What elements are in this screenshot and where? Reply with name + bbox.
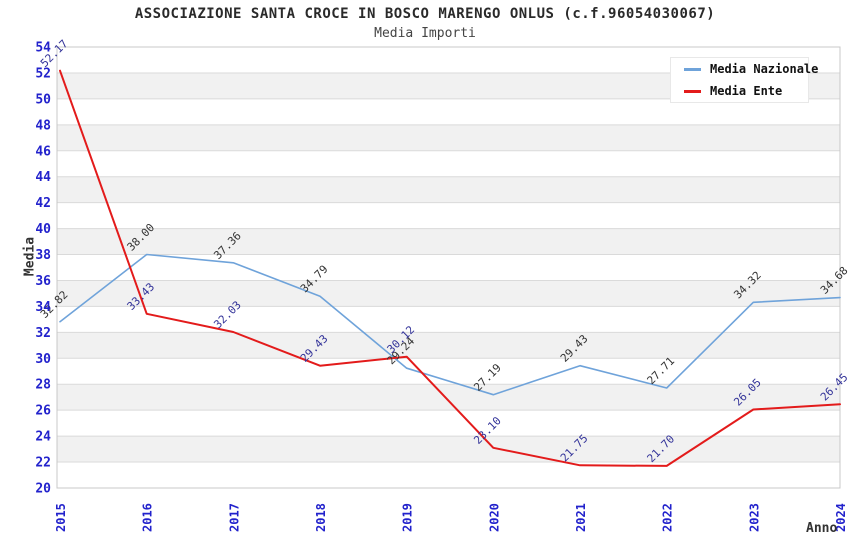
series-line-media-nazionale — [59, 253, 841, 396]
x-tick-label: 2015 — [54, 503, 68, 532]
series-line-media-ente — [59, 69, 841, 467]
y-axis-title: Media — [22, 236, 38, 277]
y-tick-label: 52 — [35, 66, 51, 81]
x-tick-label: 2024 — [834, 503, 848, 532]
y-tick-label: 48 — [35, 118, 51, 133]
x-tick-label: 2016 — [141, 503, 155, 532]
x-tick-label: 2020 — [487, 503, 501, 532]
legend-label-media-ente: Media Ente — [710, 84, 783, 98]
y-tick-label: 34 — [35, 300, 51, 315]
plot-frame — [56, 46, 841, 489]
y-tick-label: 26 — [35, 404, 51, 419]
y-tick-label: 36 — [35, 274, 51, 289]
grid-band — [57, 124, 840, 151]
x-axis-title: Anno — [806, 521, 838, 536]
y-tick-label: 24 — [35, 430, 51, 445]
y-tick-label: 42 — [35, 196, 51, 211]
y-tick-label: 46 — [35, 144, 51, 159]
grid-band — [57, 384, 840, 411]
legend-label-media-nazionale: Media Nazionale — [710, 62, 819, 76]
legend-swatch-media-ente-icon — [684, 89, 701, 93]
legend-item-media-ente: Media Ente — [671, 82, 808, 100]
y-tick-label: 54 — [35, 41, 51, 56]
grid-band — [57, 280, 840, 307]
x-tick-label: 2019 — [401, 503, 415, 532]
chart-title: ASSOCIAZIONE SANTA CROCE IN BOSCO MARENG… — [134, 6, 716, 22]
y-tick-labels: 20 22 24 26 28 30 32 34 36 38 40 42 44 46 48 50 52 54 — [35, 41, 51, 497]
grid-band — [57, 332, 840, 359]
legend-item-media-nazionale: Media Nazionale — [671, 60, 818, 78]
y-tick-label: 40 — [35, 222, 51, 237]
y-tick-label: 22 — [35, 456, 51, 471]
legend: Media Nazionale Media Ente — [670, 57, 818, 103]
legend-swatch-media-nazionale-icon — [684, 67, 701, 71]
x-tick-labels: 2015 2016 2017 2018 2019 2020 2021 2022 2023 2024 — [54, 503, 848, 532]
grid-band — [57, 436, 840, 463]
y-tick-label: 44 — [35, 170, 51, 185]
x-tick-label: 2021 — [574, 503, 588, 532]
grid-bands — [57, 72, 840, 463]
y-tick-label: 38 — [35, 248, 51, 263]
y-tick-label: 32 — [35, 326, 51, 341]
x-tick-label: 2022 — [661, 503, 675, 532]
x-tick-label: 2018 — [314, 503, 328, 532]
y-tick-label: 50 — [35, 92, 51, 107]
y-tick-label: 30 — [35, 352, 51, 367]
grid-band — [57, 176, 840, 203]
chart-subtitle: Media Importi — [374, 26, 476, 41]
x-tick-label: 2017 — [227, 503, 241, 532]
grid-band — [57, 228, 840, 255]
x-tick-label: 2023 — [747, 503, 761, 532]
y-tick-label: 20 — [35, 482, 51, 497]
y-tick-label: 28 — [35, 378, 51, 393]
